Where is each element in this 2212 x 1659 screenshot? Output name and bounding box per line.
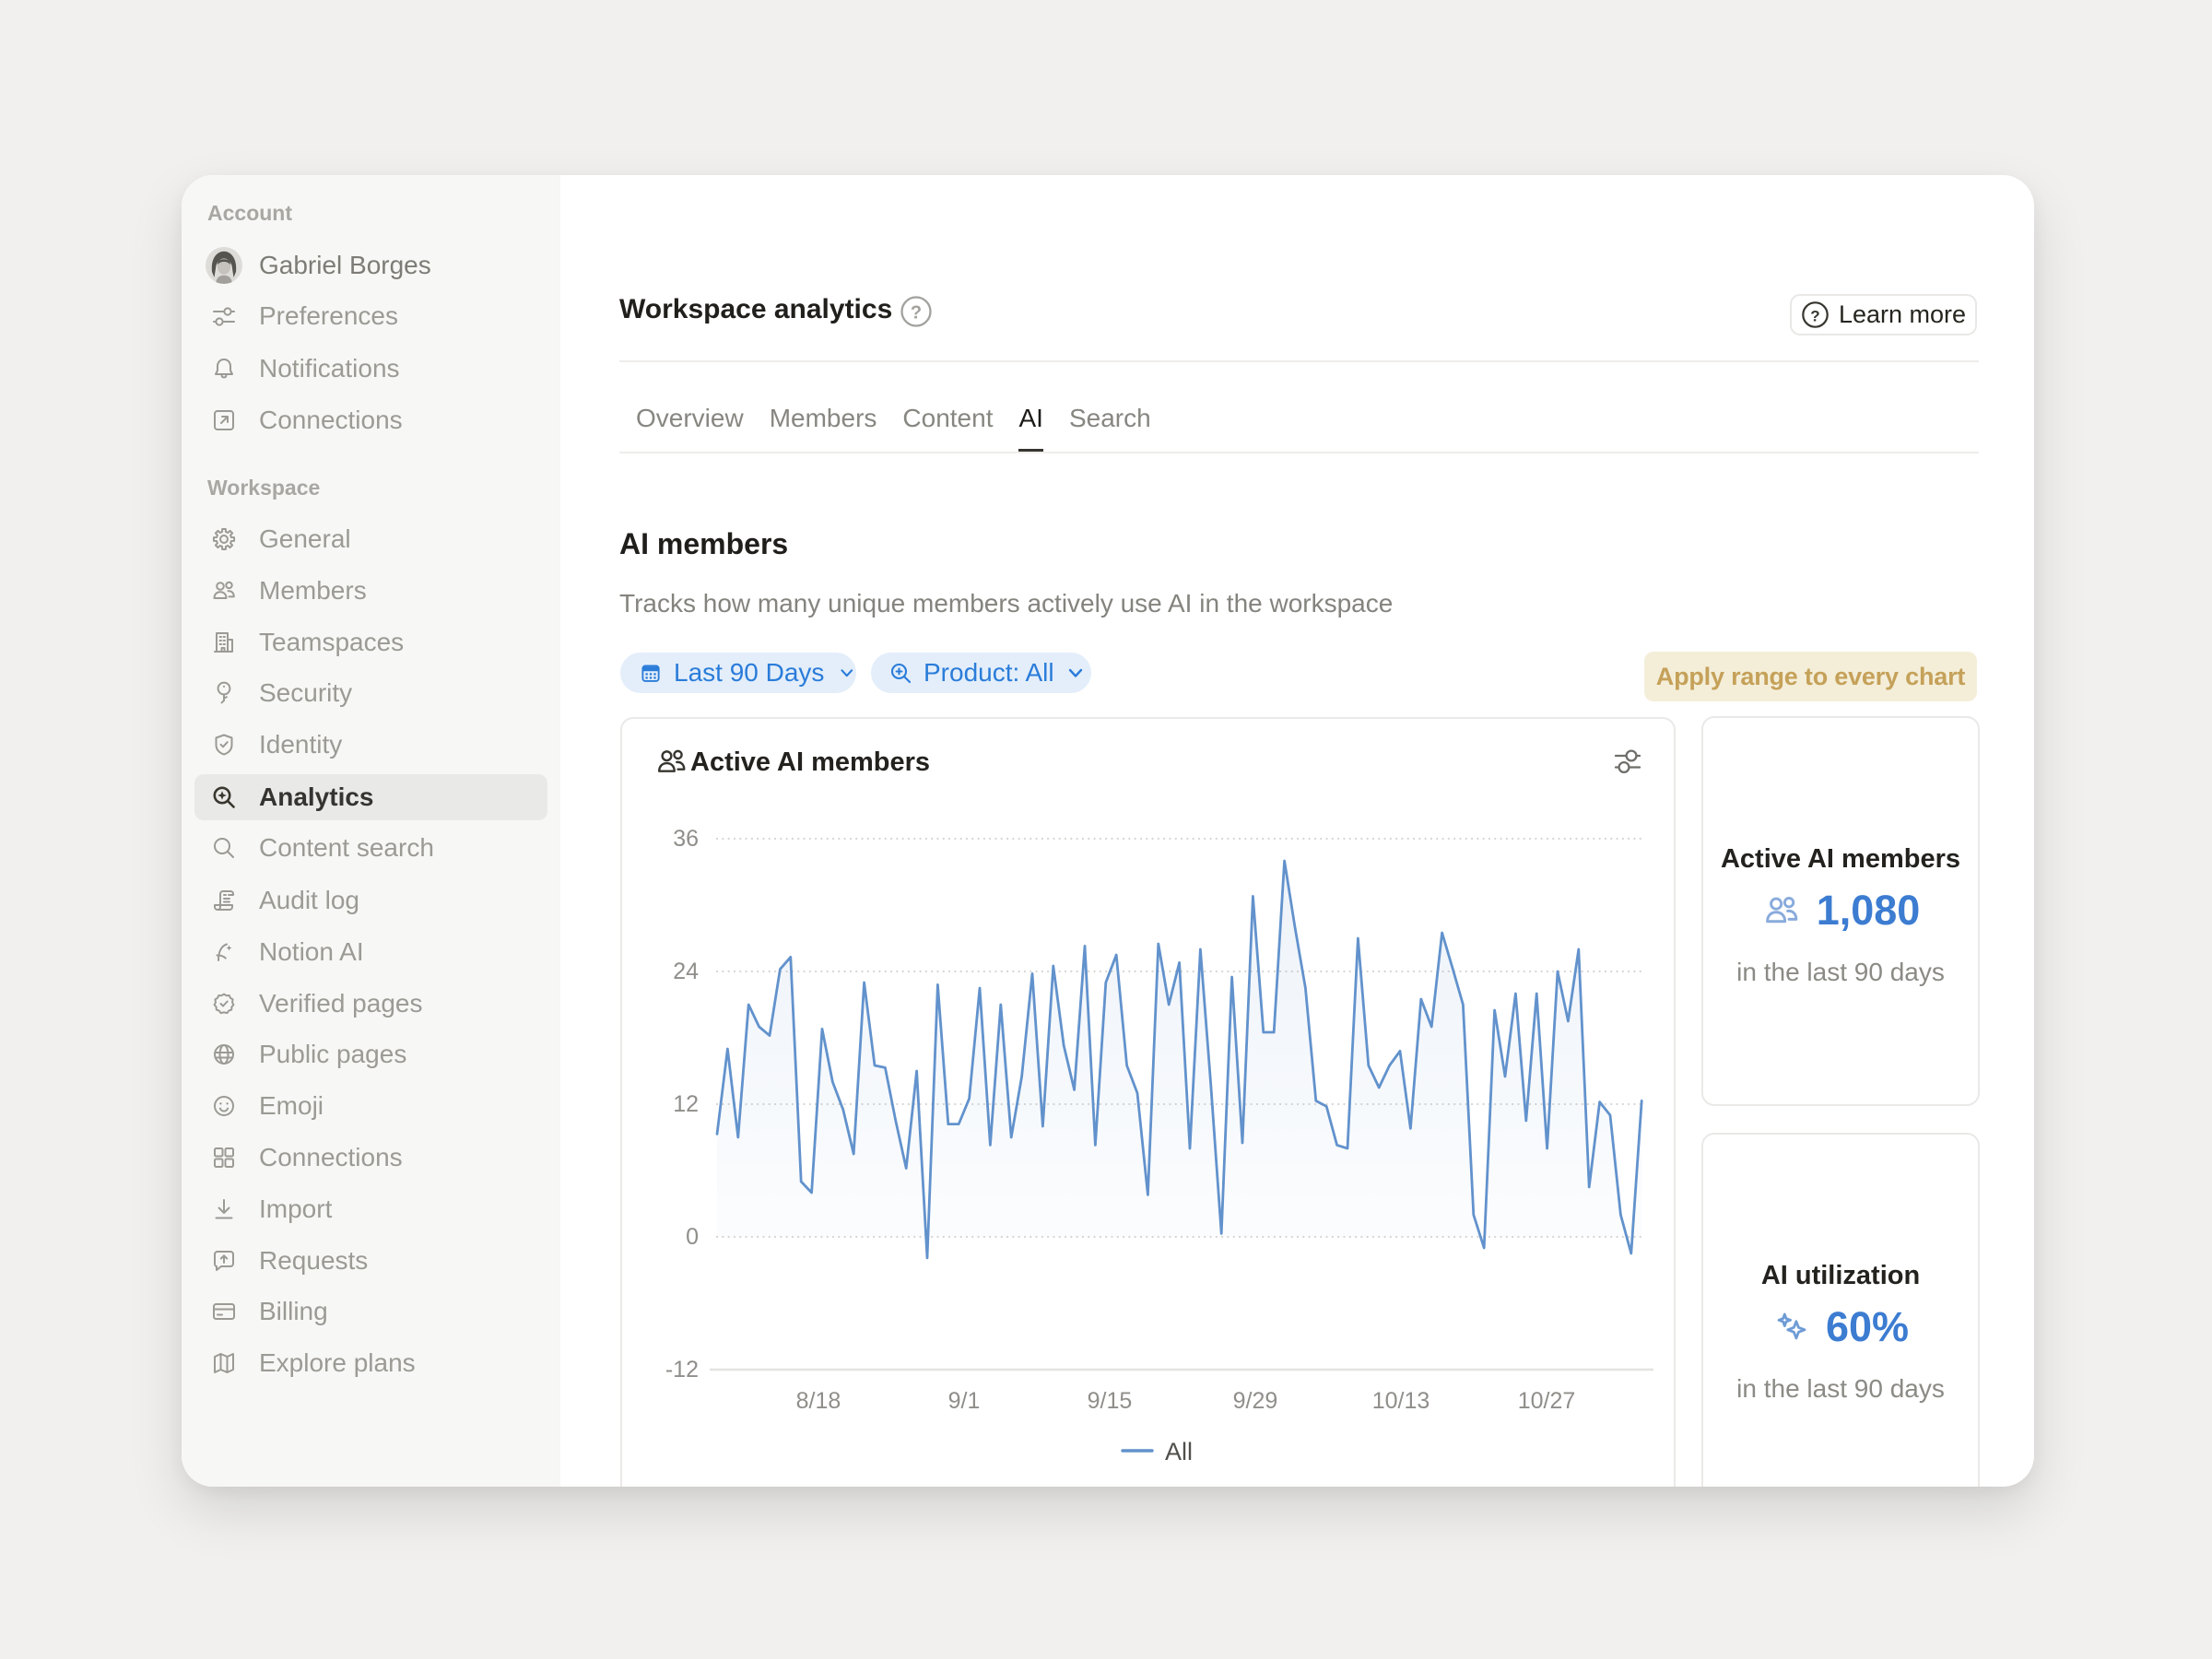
svg-text:10/27: 10/27 <box>1518 1388 1576 1414</box>
svg-text:9/15: 9/15 <box>1088 1388 1133 1414</box>
svg-text:All: All <box>1165 1438 1193 1465</box>
svg-text:-12: -12 <box>665 1357 699 1382</box>
svg-text:Active AI members: Active AI members <box>690 747 930 777</box>
svg-text:10/13: 10/13 <box>1372 1388 1430 1414</box>
svg-text:36: 36 <box>673 826 699 852</box>
svg-text:12: 12 <box>673 1091 699 1117</box>
svg-text:0: 0 <box>686 1224 699 1250</box>
svg-text:9/1: 9/1 <box>948 1388 981 1414</box>
svg-text:?: ? <box>911 303 922 324</box>
svg-text:8/18: 8/18 <box>796 1388 841 1414</box>
svg-text:9/29: 9/29 <box>1233 1388 1278 1414</box>
svg-text:?: ? <box>1810 307 1819 324</box>
svg-text:24: 24 <box>673 959 699 984</box>
